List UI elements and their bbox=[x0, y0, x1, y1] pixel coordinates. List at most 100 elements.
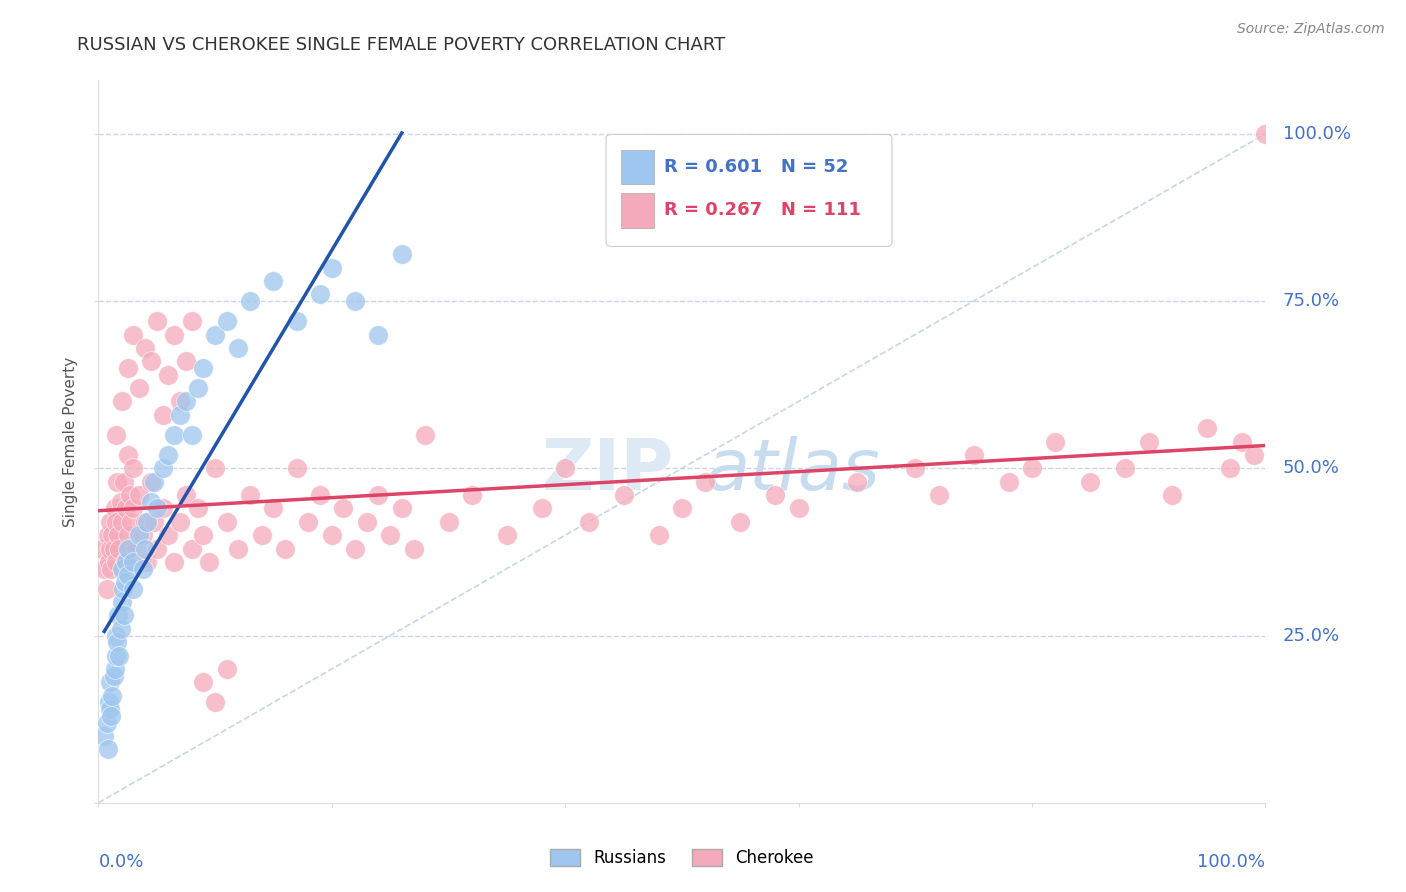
Point bbox=[344, 294, 367, 309]
Point bbox=[180, 314, 202, 328]
Point bbox=[146, 501, 169, 516]
Text: ZIP: ZIP bbox=[541, 436, 673, 505]
Point bbox=[578, 515, 600, 529]
Point bbox=[262, 501, 284, 516]
Point bbox=[285, 461, 308, 475]
Point bbox=[101, 528, 124, 542]
Text: 100.0%: 100.0% bbox=[1198, 854, 1265, 871]
Point bbox=[997, 475, 1019, 489]
Point bbox=[122, 582, 145, 596]
Point bbox=[117, 568, 139, 582]
Point bbox=[204, 461, 226, 475]
Point bbox=[136, 555, 159, 569]
Point bbox=[105, 475, 128, 489]
Point bbox=[554, 461, 576, 475]
Point bbox=[128, 528, 150, 542]
Point bbox=[115, 501, 138, 516]
Point bbox=[103, 541, 125, 556]
Point bbox=[111, 595, 134, 609]
FancyBboxPatch shape bbox=[606, 135, 891, 246]
Point bbox=[143, 475, 166, 489]
Point bbox=[962, 448, 984, 462]
Point bbox=[112, 608, 135, 623]
Point bbox=[1243, 448, 1265, 462]
Point bbox=[111, 562, 134, 576]
FancyBboxPatch shape bbox=[621, 193, 654, 227]
Point bbox=[1021, 461, 1043, 475]
Point bbox=[904, 461, 927, 475]
Point bbox=[132, 528, 155, 542]
Point bbox=[391, 501, 413, 516]
Point bbox=[122, 501, 145, 516]
Point bbox=[174, 394, 197, 409]
Point bbox=[163, 427, 186, 442]
Point bbox=[98, 702, 121, 716]
Point bbox=[787, 501, 810, 516]
Point bbox=[367, 488, 389, 502]
Point bbox=[391, 247, 413, 261]
Point bbox=[108, 541, 131, 556]
Point bbox=[117, 448, 139, 462]
Point bbox=[100, 708, 122, 723]
Point bbox=[169, 515, 191, 529]
Point bbox=[239, 294, 262, 309]
Point bbox=[97, 528, 120, 542]
Point bbox=[1161, 488, 1184, 502]
Point bbox=[110, 494, 132, 508]
Point bbox=[1137, 434, 1160, 449]
Point bbox=[98, 515, 121, 529]
Point bbox=[262, 274, 284, 288]
Point bbox=[157, 368, 180, 382]
Point bbox=[104, 427, 127, 442]
Point bbox=[671, 501, 693, 516]
Point bbox=[93, 729, 115, 743]
Point bbox=[1195, 421, 1218, 435]
Point bbox=[96, 582, 118, 596]
Point bbox=[846, 475, 869, 489]
Point bbox=[104, 662, 127, 676]
Point bbox=[321, 260, 343, 275]
Point bbox=[104, 648, 127, 663]
Point bbox=[118, 488, 141, 502]
Point bbox=[104, 501, 127, 516]
Point bbox=[111, 515, 134, 529]
Point bbox=[122, 327, 145, 342]
Point bbox=[1219, 461, 1241, 475]
Point bbox=[93, 562, 115, 576]
Point bbox=[146, 314, 169, 328]
Point bbox=[215, 662, 238, 676]
Point bbox=[321, 528, 343, 542]
Point bbox=[695, 475, 717, 489]
Point bbox=[228, 541, 250, 556]
Point bbox=[134, 341, 156, 355]
Point bbox=[118, 541, 141, 556]
Point bbox=[437, 515, 460, 529]
Point bbox=[169, 408, 191, 422]
Text: R = 0.601   N = 52: R = 0.601 N = 52 bbox=[665, 158, 849, 176]
Point bbox=[104, 555, 127, 569]
Point bbox=[107, 608, 129, 623]
Point bbox=[402, 541, 425, 556]
Point bbox=[146, 541, 169, 556]
Point bbox=[730, 515, 752, 529]
Text: 100.0%: 100.0% bbox=[1282, 125, 1351, 143]
Point bbox=[193, 361, 215, 376]
Point bbox=[174, 488, 197, 502]
Point bbox=[90, 541, 112, 556]
Point bbox=[163, 555, 186, 569]
Text: atlas: atlas bbox=[706, 436, 880, 505]
Point bbox=[174, 354, 197, 368]
Point bbox=[763, 488, 786, 502]
Point bbox=[100, 562, 122, 576]
Point bbox=[104, 628, 127, 642]
Point bbox=[139, 475, 162, 489]
Text: RUSSIAN VS CHEROKEE SINGLE FEMALE POVERTY CORRELATION CHART: RUSSIAN VS CHEROKEE SINGLE FEMALE POVERT… bbox=[77, 36, 725, 54]
Point bbox=[461, 488, 484, 502]
Point bbox=[125, 541, 148, 556]
Point bbox=[1254, 127, 1277, 141]
Point bbox=[122, 461, 145, 475]
Point bbox=[204, 696, 226, 710]
Point bbox=[297, 515, 319, 529]
Point bbox=[152, 461, 174, 475]
Point bbox=[309, 488, 332, 502]
